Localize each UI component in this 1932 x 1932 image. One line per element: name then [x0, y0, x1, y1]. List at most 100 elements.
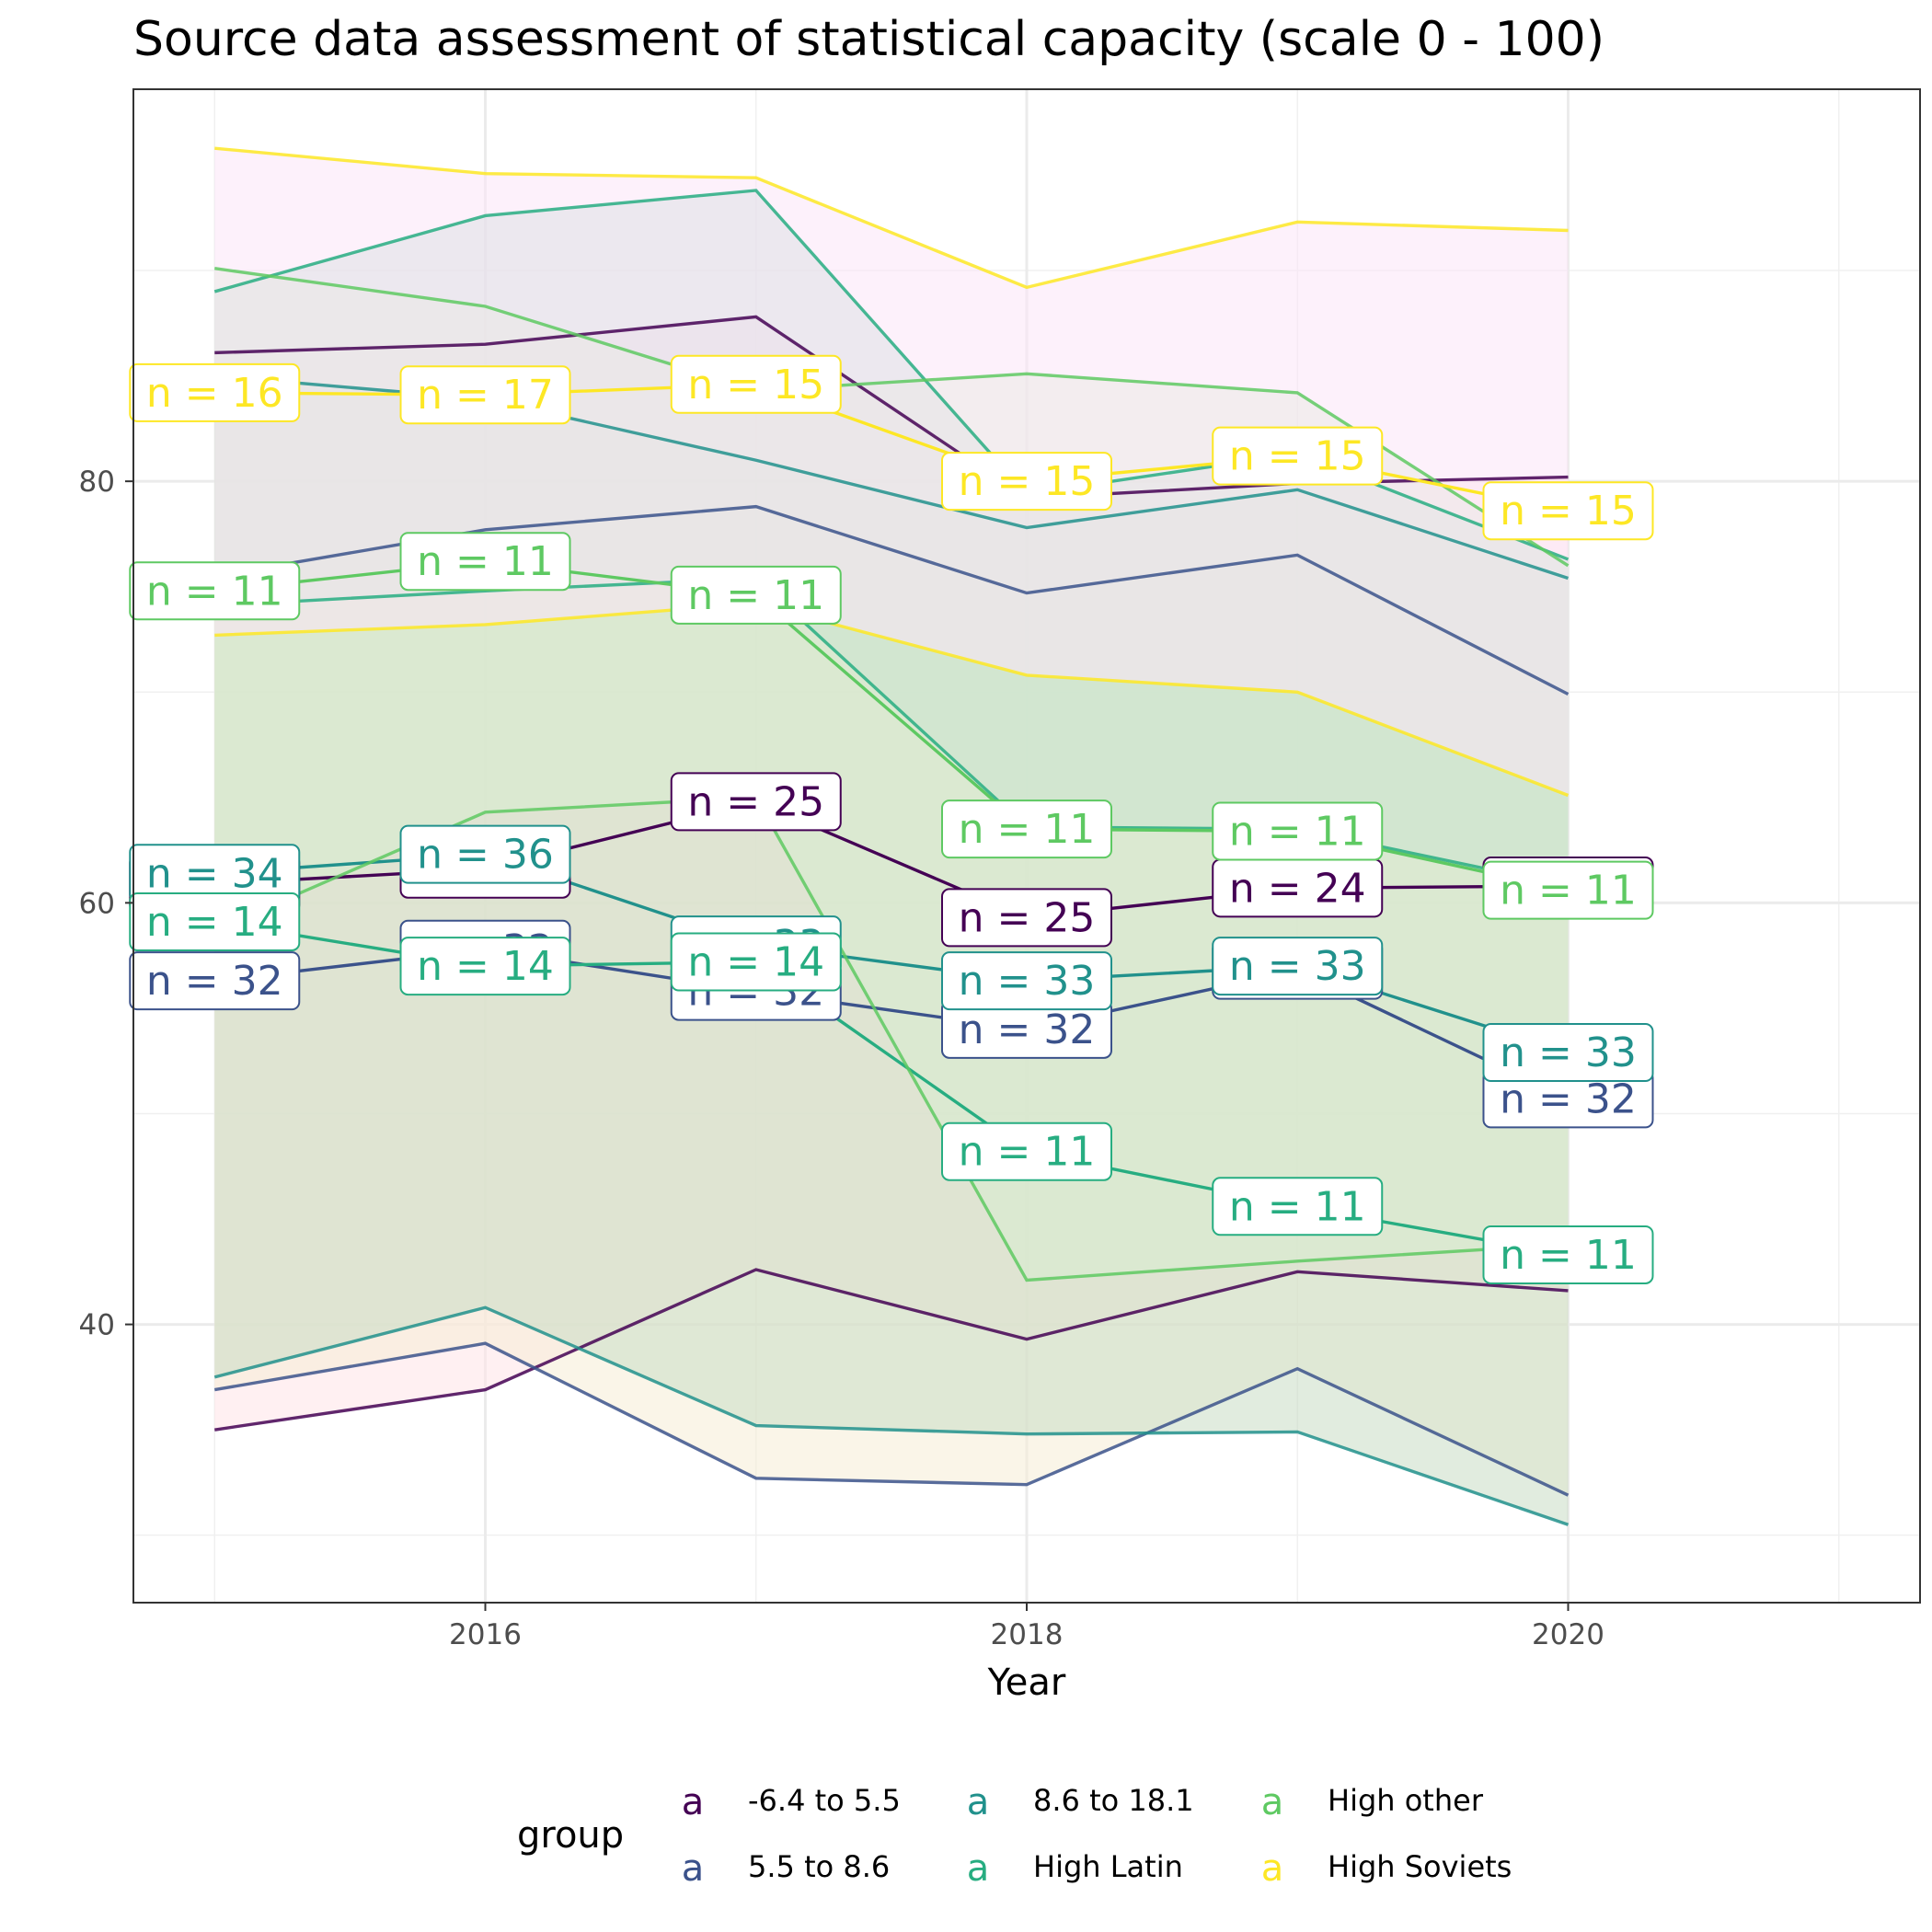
n-label: n = 11: [129, 561, 301, 621]
legend-key-glyph: a: [1261, 1847, 1284, 1890]
legend-entry: a High Latin: [967, 1847, 1183, 1890]
n-label: n = 15: [1482, 481, 1654, 541]
legend-label: 8.6 to 18.1: [1033, 1783, 1194, 1818]
legend-key-glyph: a: [682, 1781, 705, 1823]
legend-key-glyph: a: [967, 1781, 990, 1823]
n-label-box: [1212, 937, 1384, 996]
legend-label: High Latin: [1033, 1849, 1183, 1884]
n-label-box: [399, 824, 571, 884]
n-label-box: [670, 932, 842, 992]
lower-line-series-5: [214, 602, 1570, 798]
legend-title: group: [517, 1814, 624, 1857]
n-label-text: n = 11: [687, 572, 824, 619]
legend-entry: a High Soviets: [1261, 1847, 1512, 1890]
x-tick-label: 2020: [1532, 1618, 1604, 1651]
axes: 2016 2018 2020 40 60 80: [79, 88, 1921, 1651]
n-label: n = 11: [1212, 1177, 1384, 1236]
n-label-text: n = 14: [146, 899, 283, 946]
n-label: n = 14: [399, 937, 571, 996]
n-label: n = 25: [670, 772, 842, 832]
n-label: n = 17: [399, 365, 571, 425]
lower-line-series-1: [213, 1341, 1570, 1497]
legend-label: High other: [1328, 1783, 1484, 1818]
n-label-box: [1482, 860, 1654, 920]
n-label-text: n = 17: [417, 372, 554, 419]
n-label-text: n = 15: [687, 362, 824, 408]
legend-key-glyph: a: [967, 1847, 990, 1890]
x-tick-label: 2016: [449, 1618, 522, 1651]
n-label: n = 11: [941, 799, 1112, 859]
n-label-text: n = 34: [146, 850, 283, 897]
n-label-box: [670, 565, 842, 625]
n-label-box: [399, 532, 571, 592]
n-label-text: n = 32: [1500, 1075, 1637, 1122]
legend: group a -6.4 to 5.5 a 5.5 to 8.6 a 8.6 to 18.…: [517, 1781, 1512, 1890]
n-label-text: n = 15: [959, 458, 1096, 505]
n-label: n = 15: [670, 354, 842, 414]
n-label: n = 11: [1212, 801, 1384, 861]
n-label-box: [129, 561, 301, 621]
n-label-text: n = 16: [146, 370, 283, 417]
legend-key-glyph: a: [1261, 1781, 1284, 1823]
n-label: n = 15: [941, 452, 1112, 512]
n-label: n = 32: [1482, 1069, 1654, 1129]
n-label: n = 11: [1482, 860, 1654, 920]
confidence-bands: [214, 148, 1569, 1525]
legend-label: -6.4 to 5.5: [748, 1783, 901, 1818]
n-label-text: n = 14: [417, 943, 554, 990]
n-label-box: [399, 937, 571, 996]
legend-entry: a 8.6 to 18.1: [967, 1781, 1194, 1823]
n-label-box: [129, 951, 301, 1011]
x-tick-label: 2018: [991, 1618, 1064, 1651]
n-label-text: n = 15: [1229, 433, 1366, 480]
n-label-box: [1482, 1023, 1654, 1083]
n-label: n = 11: [1482, 1225, 1654, 1284]
x-axis-title: Year: [987, 1662, 1066, 1704]
n-label-text: n = 24: [1229, 865, 1366, 912]
y-tick-label: 80: [79, 466, 115, 499]
n-label-box: [941, 888, 1112, 948]
n-label-text: n = 32: [146, 958, 283, 1005]
upper-line-series-5: [214, 146, 1569, 290]
n-label: n = 32: [129, 951, 301, 1011]
n-label-box: [1482, 481, 1654, 541]
n-label-box: [941, 951, 1112, 1011]
n-label: n = 11: [670, 565, 842, 625]
n-label-text: n = 11: [959, 806, 1096, 853]
count-labels: n = 24n = 24n = 25n = 25n = 24n = 24n = …: [129, 354, 1654, 1284]
n-label: n = 15: [1212, 426, 1384, 486]
n-label: n = 33: [1212, 937, 1384, 996]
n-label-text: n = 25: [687, 778, 824, 825]
n-label-box: [129, 362, 301, 422]
chart-title: Source data assessment of statistical ca…: [133, 12, 1604, 67]
n-label: n = 24: [1212, 858, 1384, 918]
n-label: n = 32: [941, 999, 1112, 1059]
legend-key-glyph: a: [682, 1847, 705, 1890]
n-label-text: n = 11: [417, 538, 554, 585]
n-label-text: n = 25: [959, 894, 1096, 941]
n-label: n = 14: [670, 932, 842, 992]
n-label-box: [1212, 801, 1384, 861]
n-label-box: [1482, 1225, 1654, 1284]
n-label-text: n = 11: [1229, 1183, 1366, 1230]
lower-line-series-0: [214, 1268, 1569, 1432]
n-label-text: n = 11: [1500, 1232, 1637, 1279]
n-label-box: [670, 354, 842, 414]
n-label-text: n = 32: [959, 1006, 1096, 1053]
n-label-text: n = 33: [1229, 943, 1366, 990]
y-tick-label: 40: [79, 1309, 115, 1342]
n-label: n = 16: [129, 362, 301, 422]
n-label-text: n = 11: [1500, 868, 1637, 914]
n-label-box: [670, 772, 842, 832]
legend-entry: a -6.4 to 5.5: [682, 1781, 901, 1823]
n-label-text: n = 33: [1500, 1029, 1637, 1076]
n-label-text: n = 33: [959, 958, 1096, 1005]
n-label-text: n = 15: [1500, 488, 1637, 535]
n-label: n = 33: [941, 951, 1112, 1011]
y-tick-label: 60: [79, 887, 115, 920]
n-label-text: n = 36: [417, 832, 554, 879]
n-label-box: [941, 1121, 1112, 1181]
n-label: n = 11: [941, 1121, 1112, 1181]
